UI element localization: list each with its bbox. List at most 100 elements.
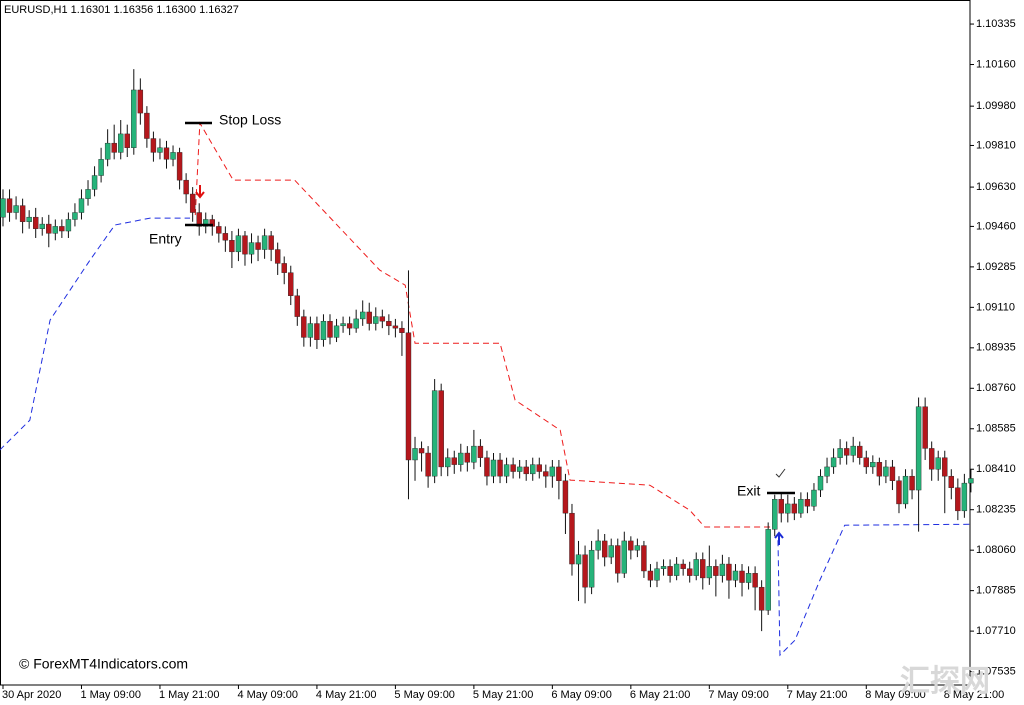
candle-body [922, 406, 928, 449]
candle-body [523, 466, 529, 475]
copyright: © ForexMT4Indicators.com [19, 656, 188, 672]
candle-body [196, 212, 202, 227]
candle-body [608, 545, 614, 558]
candle-body [248, 242, 255, 255]
candle-body [314, 323, 320, 340]
watermark: 汇探网 [900, 665, 990, 698]
candle-body [569, 512, 575, 565]
candle-body [660, 566, 667, 569]
candle-body [641, 545, 647, 572]
candle-body [935, 457, 941, 470]
candle-body [726, 563, 732, 581]
indicator-line [0, 217, 191, 451]
candle-body [307, 323, 314, 338]
candle-body [510, 464, 516, 472]
candle-body [118, 133, 124, 153]
y-tick-label: 1.09460 [976, 220, 1016, 232]
candle-body [464, 452, 471, 463]
candle-body [772, 499, 778, 530]
y-tick-label: 1.09980 [976, 100, 1016, 112]
candle-body [412, 448, 418, 461]
x-tick-label: 1 May 21:00 [159, 689, 220, 701]
candle-body [451, 457, 457, 465]
candle-body [667, 566, 673, 576]
candle-body [85, 189, 91, 199]
candle-body [968, 478, 974, 484]
candle-body [752, 573, 758, 588]
candle-body [556, 466, 562, 481]
candle-body [373, 316, 379, 324]
candle-body [739, 570, 745, 583]
candle-body [536, 464, 542, 472]
candle-body [216, 226, 222, 234]
y-tick-label: 1.07885 [976, 585, 1016, 597]
candle-body [294, 295, 300, 317]
candle-body [817, 475, 824, 491]
candle-body [791, 503, 798, 514]
candle-body [889, 466, 896, 481]
exit-label: Exit [737, 483, 760, 499]
candle-body [582, 554, 588, 588]
candle-body [124, 133, 130, 148]
indicator-lines [0, 121, 971, 657]
candle-body [418, 448, 425, 454]
y-tick-label: 1.08235 [976, 504, 1016, 516]
indicator-line [777, 523, 971, 657]
candle-body [65, 219, 72, 232]
candle-body [222, 233, 229, 241]
candle-body [948, 475, 954, 488]
candle-body [353, 318, 359, 329]
candle-body [33, 216, 39, 229]
candle-body [301, 316, 307, 338]
candle-body [98, 159, 104, 176]
candle-body [811, 489, 817, 507]
x-tick-label: 1 May 09:00 [80, 689, 141, 701]
candle-body [379, 316, 386, 322]
buy-arrow [774, 531, 784, 545]
stop-loss-label: Stop Loss [219, 112, 281, 128]
y-tick-label: 1.09630 [976, 181, 1016, 193]
candle-body [837, 448, 843, 458]
candle-body [189, 193, 196, 213]
candle-body [340, 323, 346, 327]
candle-body [26, 216, 32, 222]
y-tick-label: 1.08935 [976, 342, 1016, 354]
candle-body [366, 311, 372, 324]
candle-body [857, 445, 863, 458]
candle-body [687, 568, 693, 576]
candle-body [0, 198, 6, 218]
x-tick-label: 5 May 21:00 [473, 689, 534, 701]
y-tick-label: 1.09285 [976, 261, 1016, 273]
y-tick-label: 1.08060 [976, 544, 1016, 556]
candle-body [804, 499, 811, 507]
candle-body [870, 462, 876, 468]
check-mark [775, 468, 786, 478]
candle-body [719, 563, 726, 576]
candle-body [235, 235, 242, 253]
y-tick-label: 1.07710 [976, 625, 1016, 637]
candle-body [19, 205, 26, 222]
candle-body [320, 321, 327, 340]
candle-body [242, 235, 248, 255]
candle-body [399, 327, 405, 333]
candle-body [700, 559, 706, 579]
x-tick-label: 4 May 21:00 [316, 689, 377, 701]
candle-body [471, 445, 477, 463]
sell-arrow [195, 185, 205, 199]
x-tick-label: 7 May 21:00 [787, 689, 848, 701]
candle-body [850, 445, 856, 456]
candle-body [673, 563, 680, 576]
candle-body [157, 147, 163, 153]
x-tick-label: 6 May 09:00 [551, 689, 612, 701]
y-tick-label: 1.08585 [976, 423, 1016, 435]
candle-body [39, 223, 45, 229]
x-tick-label: 8 May 09:00 [865, 689, 926, 701]
x-axis: 30 Apr 2020 1 May 09:00 1 May 21:00 4 May 0… [2, 685, 1004, 701]
candle-body [843, 448, 850, 456]
candle-body [131, 89, 137, 148]
candle-body [163, 147, 170, 160]
candle-body [327, 321, 333, 338]
candle-body [137, 89, 144, 114]
